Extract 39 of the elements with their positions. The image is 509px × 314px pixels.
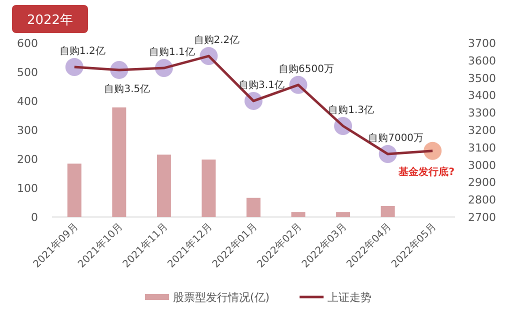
- y-tick-label: 300: [17, 124, 38, 137]
- y-tick-label: 100: [17, 182, 38, 195]
- y-tick-label: 500: [17, 66, 38, 79]
- annotation: 自购3.5亿: [104, 82, 150, 95]
- bar: [380, 206, 395, 217]
- annotation: 自购1.3亿: [328, 104, 374, 116]
- bar: [67, 164, 82, 217]
- y-tick-label: 200: [17, 153, 38, 166]
- bar: [246, 198, 260, 217]
- chart-title: 2022年: [26, 13, 74, 28]
- y2-tick-label: 2800: [468, 194, 496, 207]
- annotation: 自购1.2亿: [59, 45, 106, 58]
- point: [424, 142, 442, 160]
- y2-tick-label: 2900: [468, 176, 496, 190]
- annotation: 自购1.1亿: [148, 46, 195, 58]
- y2-tick-label: 2700: [468, 211, 496, 224]
- legend-label: 上证走势: [328, 291, 372, 304]
- annotation: 自购3.1亿: [238, 78, 284, 91]
- y2-tick-label: 3100: [468, 141, 496, 154]
- y2-tick-label: 3300: [468, 106, 496, 120]
- annotation: 自购2.2亿: [194, 34, 240, 46]
- legend-label: 股票型发行情况(亿): [173, 291, 270, 304]
- y-tick-label: 400: [17, 95, 38, 108]
- bar: [112, 107, 126, 217]
- y2-tick-label: 3000: [468, 158, 496, 172]
- bar: [202, 160, 216, 217]
- bar: [156, 154, 171, 217]
- annotation: 基金发行底?: [398, 166, 455, 178]
- y2-tick-label: 3600: [468, 54, 496, 68]
- annotation: 自购7000万: [368, 132, 424, 144]
- bar: [291, 212, 306, 217]
- y-tick-label: 0: [31, 211, 38, 224]
- annotation: 自购6500万: [278, 62, 334, 75]
- bar: [336, 212, 350, 217]
- y2-tick-label: 3200: [468, 124, 496, 137]
- y-tick-label: 600: [17, 37, 38, 50]
- y2-tick-label: 3400: [468, 89, 496, 102]
- y2-tick-label: 3500: [468, 72, 496, 85]
- y2-tick-label: 3700: [468, 37, 496, 50]
